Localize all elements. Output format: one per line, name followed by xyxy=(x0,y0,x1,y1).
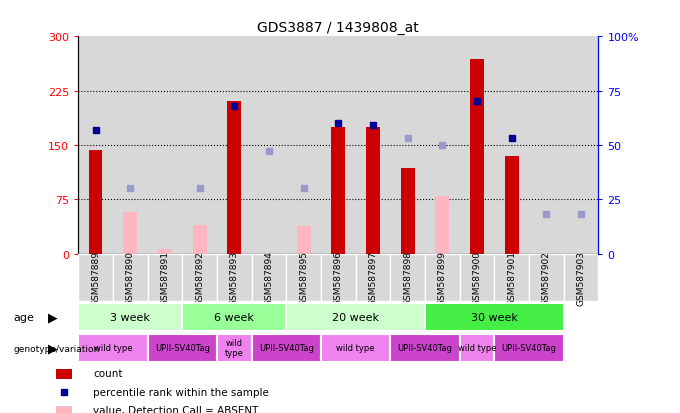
Bar xyxy=(148,254,182,301)
Bar xyxy=(460,254,494,301)
Text: count: count xyxy=(93,368,122,378)
Bar xyxy=(182,254,217,301)
Text: GSM587897: GSM587897 xyxy=(369,250,377,305)
Text: GSM587903: GSM587903 xyxy=(577,250,585,305)
Bar xyxy=(78,303,182,331)
Title: GDS3887 / 1439808_at: GDS3887 / 1439808_at xyxy=(258,21,419,35)
Text: GSM587895: GSM587895 xyxy=(299,250,308,305)
Bar xyxy=(505,157,519,254)
Bar xyxy=(390,37,425,254)
Bar xyxy=(460,37,494,254)
Bar xyxy=(227,102,241,254)
Text: ▶: ▶ xyxy=(48,342,57,355)
Text: GSM587894: GSM587894 xyxy=(265,250,273,305)
Bar xyxy=(321,254,356,301)
Bar xyxy=(286,303,425,331)
Bar xyxy=(425,303,564,331)
Bar xyxy=(148,37,182,254)
Bar xyxy=(217,254,252,301)
Bar xyxy=(494,37,529,254)
Bar xyxy=(158,249,172,254)
Text: value, Detection Call = ABSENT: value, Detection Call = ABSENT xyxy=(93,406,258,413)
Text: UPII-SV40Tag: UPII-SV40Tag xyxy=(259,344,313,352)
Bar xyxy=(331,128,345,254)
Text: GSM587892: GSM587892 xyxy=(195,250,204,305)
Bar xyxy=(321,334,390,362)
Bar xyxy=(252,254,286,301)
Bar xyxy=(321,37,356,254)
Bar xyxy=(182,303,286,331)
Bar xyxy=(425,37,460,254)
Text: GSM587898: GSM587898 xyxy=(403,250,412,305)
Text: wild type: wild type xyxy=(458,344,496,352)
Bar xyxy=(217,334,252,362)
Text: UPII-SV40Tag: UPII-SV40Tag xyxy=(155,344,209,352)
Text: GSM587893: GSM587893 xyxy=(230,250,239,305)
Bar xyxy=(435,196,449,254)
Text: ▶: ▶ xyxy=(48,311,57,324)
Text: wild
type: wild type xyxy=(225,338,243,358)
Bar xyxy=(390,254,425,301)
Bar xyxy=(56,369,72,379)
Text: GSM587899: GSM587899 xyxy=(438,250,447,305)
Text: wild type: wild type xyxy=(337,344,375,352)
Bar xyxy=(252,37,286,254)
Bar xyxy=(88,151,103,254)
Bar xyxy=(494,334,564,362)
Bar xyxy=(286,37,321,254)
Text: 3 week: 3 week xyxy=(110,312,150,322)
Bar xyxy=(56,406,72,413)
Text: GSM587900: GSM587900 xyxy=(473,250,481,305)
Text: wild type: wild type xyxy=(94,344,132,352)
Text: percentile rank within the sample: percentile rank within the sample xyxy=(93,387,269,397)
Bar xyxy=(529,37,564,254)
Bar xyxy=(113,37,148,254)
Bar xyxy=(182,37,217,254)
Bar xyxy=(390,334,460,362)
Bar xyxy=(529,254,564,301)
Bar xyxy=(78,37,113,254)
Bar xyxy=(460,334,494,362)
Text: 6 week: 6 week xyxy=(214,312,254,322)
Text: UPII-SV40Tag: UPII-SV40Tag xyxy=(398,344,452,352)
Bar xyxy=(192,225,207,254)
Bar xyxy=(78,254,113,301)
Bar xyxy=(286,254,321,301)
Bar xyxy=(296,226,311,254)
Bar xyxy=(113,254,148,301)
Text: GSM587891: GSM587891 xyxy=(160,250,169,305)
Bar xyxy=(564,254,598,301)
Bar xyxy=(123,212,137,254)
Bar xyxy=(78,334,148,362)
Bar xyxy=(148,334,217,362)
Bar xyxy=(366,128,380,254)
Bar xyxy=(470,60,484,254)
Text: GSM587901: GSM587901 xyxy=(507,250,516,305)
Text: GSM587902: GSM587902 xyxy=(542,250,551,305)
Text: age: age xyxy=(14,312,35,322)
Bar xyxy=(401,169,415,254)
Bar xyxy=(356,37,390,254)
Bar xyxy=(494,254,529,301)
Text: genotype/variation: genotype/variation xyxy=(14,344,100,353)
Bar xyxy=(564,37,598,254)
Text: GSM587896: GSM587896 xyxy=(334,250,343,305)
Bar xyxy=(356,254,390,301)
Text: UPII-SV40Tag: UPII-SV40Tag xyxy=(502,344,556,352)
Text: 20 week: 20 week xyxy=(332,312,379,322)
Bar xyxy=(252,334,321,362)
Text: GSM587889: GSM587889 xyxy=(91,250,100,305)
Bar xyxy=(217,37,252,254)
Text: GSM587890: GSM587890 xyxy=(126,250,135,305)
Text: 30 week: 30 week xyxy=(471,312,517,322)
Bar xyxy=(425,254,460,301)
